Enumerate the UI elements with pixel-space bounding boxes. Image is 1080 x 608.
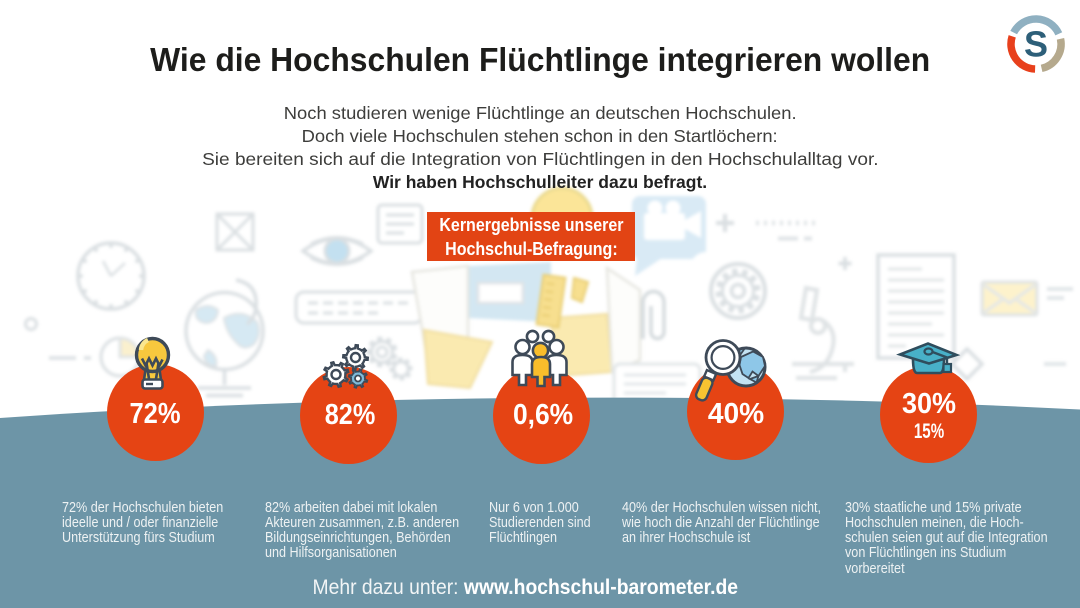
svg-text:S: S [1024,24,1048,65]
